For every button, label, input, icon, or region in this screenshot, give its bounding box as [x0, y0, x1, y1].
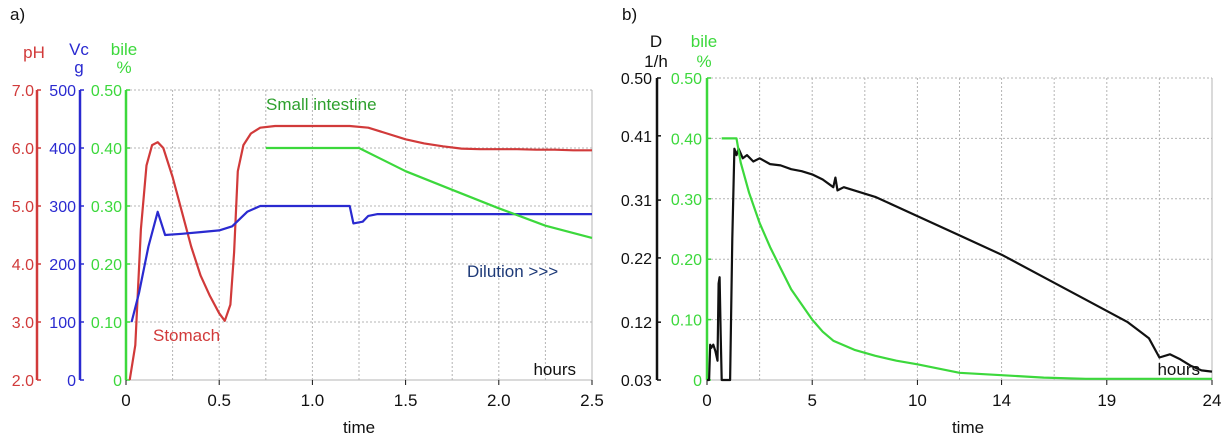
x-tick-label: 2.0	[487, 391, 511, 410]
bile-axis-ticks-b: 0 0.10 0.20 0.30 0.40 0.50	[671, 71, 711, 390]
y-tick-label: 0.41	[621, 129, 652, 146]
d-axis-title: D	[650, 32, 662, 51]
y-tick-label: 3.0	[12, 315, 34, 332]
panel-a-x-ticks: 0 0.5 1.0 1.5 2.0 2.5	[121, 380, 604, 410]
bile-axis-title-a: bile	[111, 40, 137, 59]
x-tick-label: 10	[908, 391, 927, 410]
d-axis-unit: 1/h	[644, 52, 668, 71]
annotation-dilution: Dilution >>>	[467, 262, 558, 281]
y-tick-label: 0	[67, 373, 76, 390]
y-tick-label: 0	[693, 373, 702, 390]
panel-a-series	[128, 124, 593, 381]
bile-axis-unit-b: %	[696, 52, 711, 71]
y-tick-label: 0.50	[91, 83, 122, 100]
panel-b-hours-label: hours	[1157, 360, 1200, 379]
y-tick-label: 100	[49, 315, 76, 332]
y-tick-label: 0.50	[671, 71, 702, 88]
y-tick-label: 0.40	[671, 131, 702, 148]
panel-a: a) pH 2.0 3.0 4.0 5.0 6.0 7.0 Vc g 0 100 200 300…	[10, 5, 604, 437]
y-tick-label: 400	[49, 141, 76, 158]
ph-axis-title: pH	[23, 43, 45, 62]
x-tick-label: 14	[992, 391, 1011, 410]
y-tick-label: 0.50	[621, 71, 652, 88]
annotation-stomach: Stomach	[153, 326, 220, 345]
x-tick-label: 0.5	[207, 391, 231, 410]
y-tick-label: 0.31	[621, 193, 652, 210]
x-tick-label: 24	[1203, 391, 1222, 410]
y-tick-label: 6.0	[12, 141, 34, 158]
series-line-d	[707, 147, 1213, 382]
y-tick-label: 300	[49, 199, 76, 216]
y-tick-label: 2.0	[12, 373, 34, 390]
y-tick-label: 0.20	[91, 257, 122, 274]
panel-b-series	[707, 137, 1213, 382]
x-tick-label: 2.5	[580, 391, 604, 410]
y-tick-label: 0.03	[621, 373, 652, 390]
x-tick-label: 1.5	[394, 391, 418, 410]
panel-b-grid	[707, 77, 1213, 380]
x-tick-label: 0	[121, 391, 130, 410]
y-tick-label: 0	[113, 373, 122, 390]
y-tick-label: 0.40	[91, 141, 122, 158]
y-tick-label: 7.0	[12, 83, 34, 100]
bile-axis-title-b: bile	[691, 32, 717, 51]
bile-axis-ticks-a: 0 0.10 0.20 0.30 0.40 0.50	[91, 83, 130, 390]
x-tick-label: 0	[702, 391, 711, 410]
panel-a-x-axis-title: time	[343, 418, 375, 437]
series-line-bile	[265, 146, 593, 239]
y-tick-label: 200	[49, 257, 76, 274]
y-tick-label: 0.30	[91, 199, 122, 216]
panel-a-hours-label: hours	[533, 360, 576, 379]
y-tick-label: 5.0	[12, 199, 34, 216]
bile-axis-unit-a: %	[116, 58, 131, 77]
panel-a-label: a)	[10, 5, 25, 24]
y-tick-label: 4.0	[12, 257, 34, 274]
y-tick-label: 0.20	[671, 252, 702, 269]
annotation-small-intestine: Small intestine	[266, 95, 377, 114]
panel-b: b) D 1/h 0.03 0.12 0.22 0.31 0.41 0.50 bile %…	[621, 5, 1222, 437]
y-tick-label: 500	[49, 83, 76, 100]
x-tick-label: 19	[1097, 391, 1116, 410]
vc-axis-title: Vc	[69, 40, 89, 59]
y-tick-label: 0.10	[671, 313, 702, 330]
d-axis-ticks: 0.03 0.12 0.22 0.31 0.41 0.50	[621, 71, 661, 390]
y-tick-label: 0.12	[621, 315, 652, 332]
panel-b-x-axis-title: time	[952, 418, 984, 437]
panel-b-label: b)	[622, 5, 637, 24]
ph-axis-ticks: 2.0 3.0 4.0 5.0 6.0 7.0	[12, 83, 41, 390]
series-line-vc	[130, 204, 592, 323]
series-line-bile	[721, 137, 1212, 380]
x-tick-label: 5	[807, 391, 816, 410]
x-tick-label: 1.0	[301, 391, 325, 410]
panel-b-x-ticks: 0 5 10 14 19 24	[702, 380, 1221, 410]
vc-axis-unit: g	[74, 58, 83, 77]
y-tick-label: 0.10	[91, 315, 122, 332]
y-tick-label: 0.30	[671, 192, 702, 209]
y-tick-label: 0.22	[621, 251, 652, 268]
series-line-ph	[128, 124, 592, 381]
vc-axis-ticks: 0 100 200 300 400 500	[49, 83, 84, 390]
